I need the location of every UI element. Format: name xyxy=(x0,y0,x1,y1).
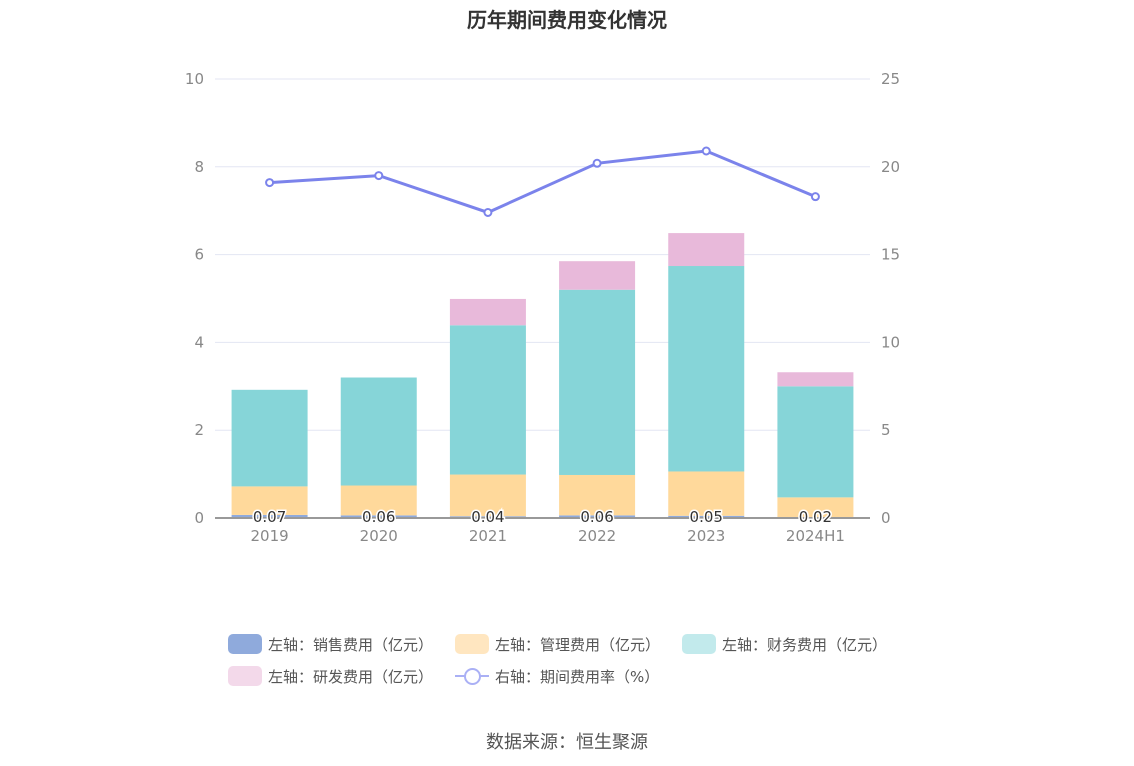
bar-data-label: 0.07 xyxy=(253,508,286,526)
legend-item-finance[interactable]: 左轴：财务费用（亿元） xyxy=(682,634,887,655)
legend-item-rnd[interactable]: 左轴：研发费用（亿元） xyxy=(228,666,433,687)
bar-data-label: 0.04 xyxy=(471,508,504,526)
bar-segment xyxy=(559,261,636,290)
y-right-tick-label: 15 xyxy=(881,246,900,264)
bar-segment xyxy=(449,474,526,517)
y-right-tick-label: 25 xyxy=(881,70,900,88)
expense-rate-point xyxy=(374,171,384,181)
bar-data-label: 0.06 xyxy=(362,508,395,526)
bar-segment xyxy=(777,386,854,498)
y-right-tick-label: 5 xyxy=(881,421,891,439)
bar-segment xyxy=(777,372,854,387)
bar-segment xyxy=(340,485,417,516)
expense-rate-point xyxy=(265,178,275,188)
bar-segment xyxy=(449,325,526,475)
x-tick-label: 2019 xyxy=(250,527,288,545)
bar-segment xyxy=(231,389,308,487)
expense-rate-line xyxy=(269,149,816,215)
legend-line-marker xyxy=(455,666,490,686)
bar-segment xyxy=(668,515,745,518)
expense-rate-point xyxy=(701,146,711,156)
legend-row-1: 左轴：销售费用（亿元） 左轴：管理费用（亿元） 左轴：财务费用（亿元） xyxy=(228,628,928,660)
chart-title: 历年期间费用变化情况 xyxy=(467,8,667,32)
legend-label-expense-rate: 右轴：期间费用率（%） xyxy=(495,667,660,686)
y-left-tick-label: 10 xyxy=(185,70,204,88)
y-left-tick-label: 2 xyxy=(194,421,204,439)
bar-segment xyxy=(559,474,636,516)
bar-segment xyxy=(559,515,636,518)
x-tick-label: 2021 xyxy=(469,527,507,545)
y-right-tick-label: 0 xyxy=(881,509,891,527)
legend-label-rnd: 左轴：研发费用（亿元） xyxy=(268,667,434,686)
expense-rate-point xyxy=(810,192,820,202)
legend-label-sales: 左轴：销售费用（亿元） xyxy=(268,635,434,654)
y-left-tick-label: 6 xyxy=(194,246,204,264)
legend-swatch-sales xyxy=(228,634,262,654)
expense-rate-point xyxy=(483,207,493,217)
chart-legend: 左轴：销售费用（亿元） 左轴：管理费用（亿元） 左轴：财务费用（亿元） 左轴：研… xyxy=(228,628,928,692)
legend-label-admin: 左轴：管理费用（亿元） xyxy=(495,635,661,654)
legend-row-2: 左轴：研发费用（亿元） 右轴：期间费用率（%） xyxy=(228,660,928,692)
expense-rate-point xyxy=(592,158,602,168)
x-tick-label: 2024H1 xyxy=(786,527,845,545)
x-tick-label: 2022 xyxy=(578,527,616,545)
bar-data-label: 0.05 xyxy=(690,508,723,526)
legend-swatch-admin xyxy=(455,634,490,654)
bar-segment xyxy=(231,486,308,515)
bar-segment xyxy=(559,289,636,475)
bar-segment xyxy=(777,497,854,518)
y-left-tick-label: 8 xyxy=(194,158,204,176)
legend-swatch-finance xyxy=(682,634,717,654)
bar-segment xyxy=(668,266,745,472)
bar-segment xyxy=(231,514,308,518)
legend-item-expense-rate[interactable]: 右轴：期间费用率（%） xyxy=(455,666,659,687)
legend-label-finance: 左轴：财务费用（亿元） xyxy=(722,635,888,654)
y-left-tick-label: 4 xyxy=(194,333,204,351)
bar-segment xyxy=(668,233,745,267)
bar-data-label: 0.06 xyxy=(580,508,613,526)
y-left-tick-label: 0 xyxy=(194,509,204,527)
bar-segment xyxy=(340,515,417,518)
y-right-tick-label: 10 xyxy=(881,333,900,351)
bar-segment xyxy=(449,298,526,326)
legend-swatch-rnd xyxy=(228,666,262,686)
x-tick-label: 2023 xyxy=(687,527,725,545)
bar-segment xyxy=(340,377,417,486)
x-tick-label: 2020 xyxy=(360,527,398,545)
legend-item-admin[interactable]: 左轴：管理费用（亿元） xyxy=(455,634,660,655)
legend-item-sales[interactable]: 左轴：销售费用（亿元） xyxy=(228,634,433,655)
chart-plot: 0 2 4 6 8 10 0 5 10 15 20 25 2019 2020 2021 2022 2023 202… xyxy=(185,70,900,545)
data-source: 数据来源：恒生聚源 xyxy=(486,732,648,753)
bar-segment xyxy=(668,471,745,516)
bar-data-label: 0.02 xyxy=(799,508,832,526)
y-right-tick-label: 20 xyxy=(881,158,900,176)
